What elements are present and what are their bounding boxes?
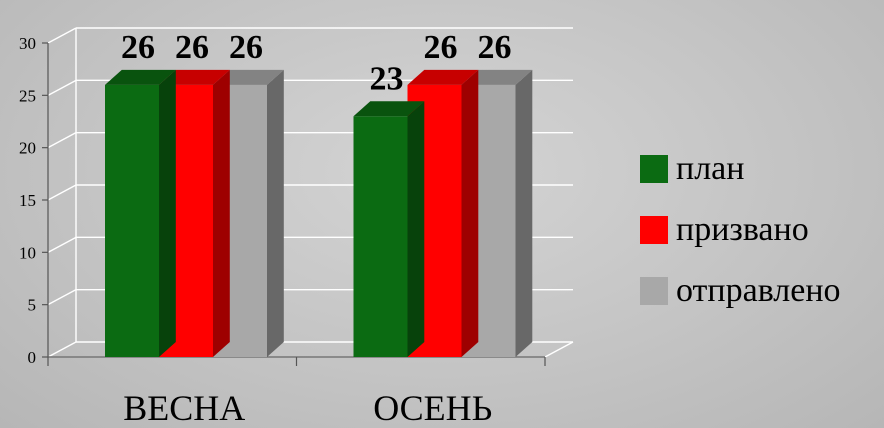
legend-label-sent: отправлено (676, 271, 841, 309)
bar-top (105, 69, 176, 85)
legend-label-called: призвано (676, 210, 809, 248)
legend-swatch-called (640, 215, 668, 244)
x-tick-label: ВЕСНА (123, 388, 245, 428)
legend-label-plan: план (676, 149, 745, 187)
bar-side (461, 69, 479, 357)
gridline-side (47, 341, 77, 358)
y-tick-label: 5 (28, 296, 37, 315)
legend-swatch-plan (640, 154, 668, 183)
legend-item-called: призвано (640, 199, 841, 260)
legend-swatch-sent (640, 276, 668, 305)
bar-side (407, 101, 425, 358)
data-label: 26 (478, 29, 512, 66)
bar (353, 116, 408, 358)
y-tick-label: 25 (19, 86, 36, 105)
x-tick-label: ОСЕНЬ (373, 388, 492, 428)
y-tick-label: 15 (19, 191, 36, 210)
legend-item-plan: план (640, 138, 841, 199)
gridline-side (47, 27, 77, 44)
bar-top (353, 101, 425, 117)
legend: план призвано отправлено (640, 138, 841, 321)
gridline-side (47, 79, 77, 96)
legend-item-sent: отправлено (640, 260, 841, 321)
data-label: 26 (424, 29, 458, 66)
bar-top (213, 69, 284, 85)
data-label: 23 (370, 60, 404, 97)
gridline-side (47, 184, 77, 201)
y-tick-label: 0 (28, 348, 37, 367)
y-tick-label: 20 (19, 139, 36, 158)
data-label: 26 (121, 29, 155, 66)
gridline-side (47, 236, 77, 253)
data-label: 26 (229, 29, 263, 66)
y-tick-label: 30 (19, 34, 36, 53)
bar-top (407, 69, 479, 85)
bar-top (159, 69, 230, 85)
floor-right-edge (544, 341, 574, 358)
bar-side (267, 69, 284, 357)
bar (105, 84, 159, 357)
gridline-side (47, 289, 77, 306)
bar-side (159, 69, 176, 357)
gridline-side (47, 132, 77, 149)
bar-side (515, 69, 533, 357)
y-tick-label: 10 (19, 243, 36, 262)
data-label: 26 (175, 29, 209, 66)
bar-side (213, 69, 230, 357)
bar-top (461, 69, 533, 85)
